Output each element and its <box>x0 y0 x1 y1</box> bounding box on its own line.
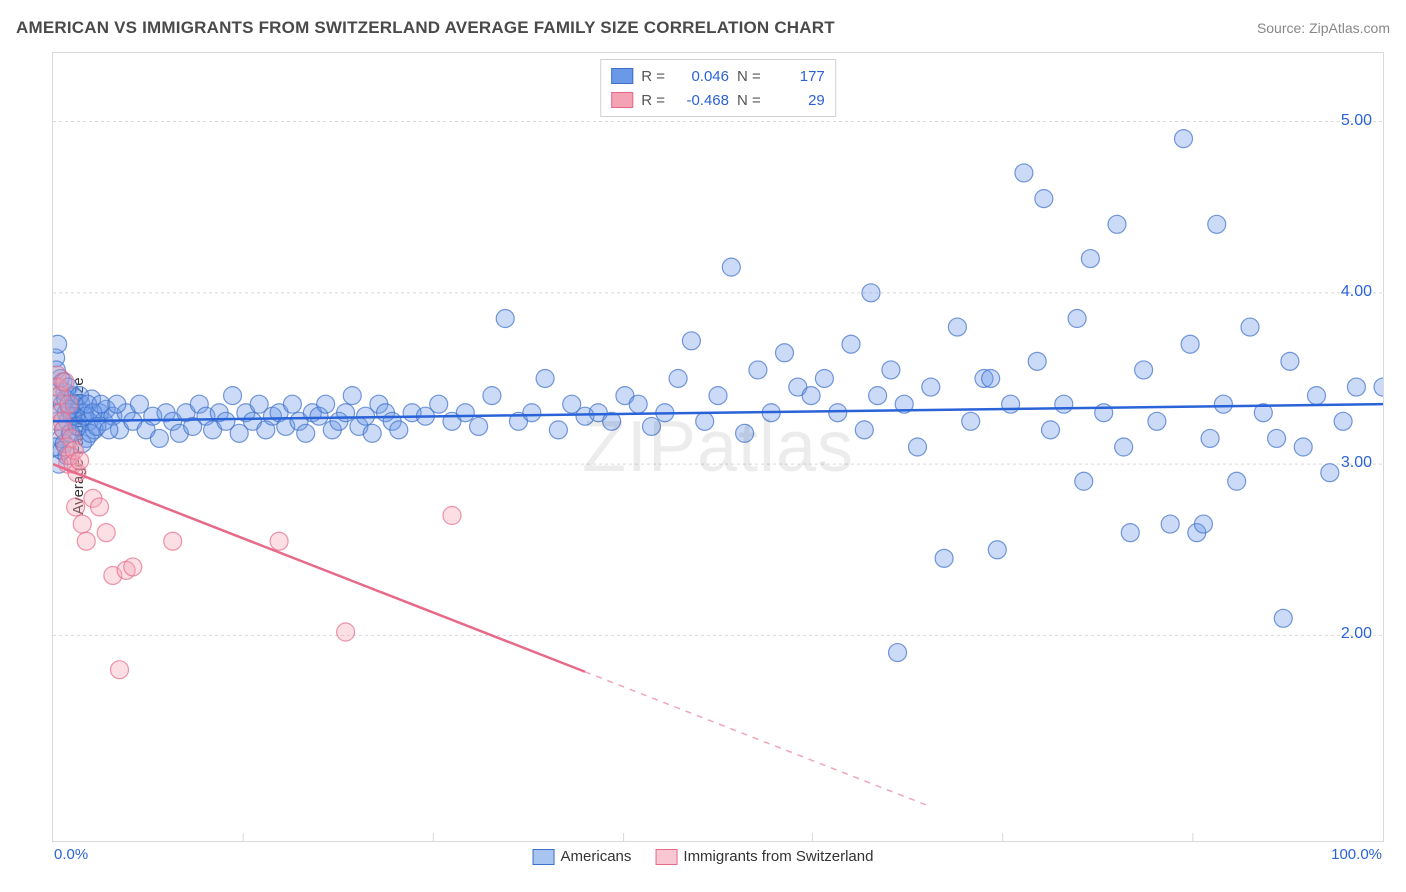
legend-item-0: Americans <box>533 848 632 865</box>
chart-source: Source: ZipAtlas.com <box>1257 20 1390 36</box>
legend-item-1: Immigrants from Switzerland <box>655 848 873 865</box>
legend-r-label: R = <box>641 92 665 109</box>
chart-header: AMERICAN VS IMMIGRANTS FROM SWITZERLAND … <box>16 18 1390 38</box>
legend-swatch-immigrants <box>655 849 677 865</box>
legend-label-1: Immigrants from Switzerland <box>683 848 873 865</box>
legend-n-label: N = <box>737 68 761 85</box>
legend-r-label: R = <box>641 68 665 85</box>
legend-n-value-1: 29 <box>769 92 825 109</box>
legend-n-label: N = <box>737 92 761 109</box>
legend-r-value-0: 0.046 <box>673 68 729 85</box>
legend-stats: R = 0.046 N = 177 R = -0.468 N = 29 <box>600 59 836 117</box>
x-tick-min: 0.0% <box>54 846 88 863</box>
chart-title: AMERICAN VS IMMIGRANTS FROM SWITZERLAND … <box>16 18 835 38</box>
legend-swatch-americans <box>533 849 555 865</box>
legend-label-0: Americans <box>561 848 632 865</box>
source-value: ZipAtlas.com <box>1309 20 1390 36</box>
y-tick-label: 2.00 <box>1341 625 1372 643</box>
y-tick-label: 3.00 <box>1341 454 1372 472</box>
y-tick-label: 4.00 <box>1341 283 1372 301</box>
source-label: Source: <box>1257 20 1309 36</box>
legend-r-value-1: -0.468 <box>673 92 729 109</box>
y-tick-label: 5.00 <box>1341 112 1372 130</box>
plot-area: ZIPatlas R = 0.046 N = 177 R = -0.468 N … <box>52 52 1384 842</box>
legend-swatch-1 <box>611 92 633 108</box>
legend-n-value-0: 177 <box>769 68 825 85</box>
chart-svg <box>53 53 1383 841</box>
legend-stats-row-1: R = -0.468 N = 29 <box>611 88 825 112</box>
x-tick-max: 100.0% <box>1331 846 1382 863</box>
legend-swatch-0 <box>611 68 633 84</box>
legend-stats-row-0: R = 0.046 N = 177 <box>611 64 825 88</box>
legend-series: Americans Immigrants from Switzerland <box>533 848 874 865</box>
